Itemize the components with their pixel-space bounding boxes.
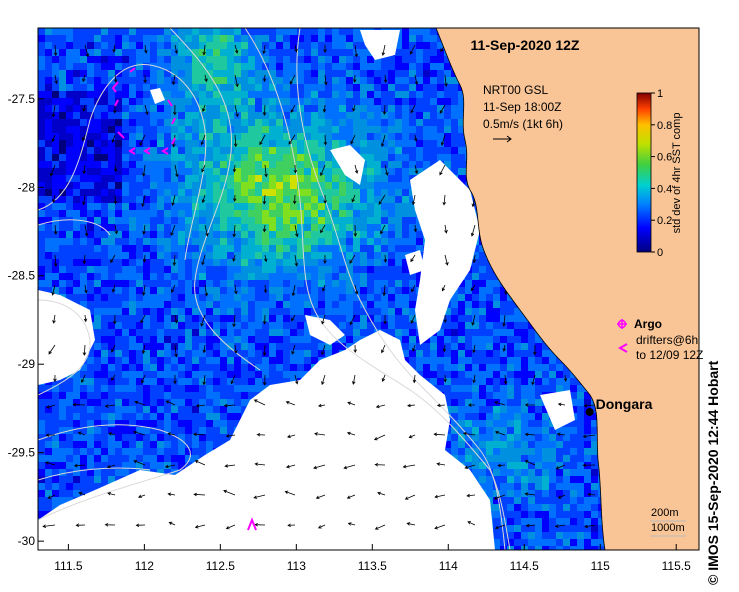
lon-tick-label: 115 [591, 559, 610, 573]
colorbar-label: std dev of 4hr SST comp [671, 113, 683, 234]
drifter-tracks [111, 67, 257, 531]
lon-tick-label: 112 [135, 559, 154, 573]
velocity-time: 11-Sep 18:00Z [483, 100, 562, 114]
velocity-scale: 0.5m/s (1kt 6h) [483, 117, 563, 131]
argo-symbol [617, 319, 627, 329]
colorbar-tick-label: 0.8 [657, 120, 672, 132]
drifters-label-line2: to 12/09 12Z [636, 348, 703, 362]
plot-frame [37, 27, 700, 551]
lon-tick-label: 113 [287, 559, 306, 573]
legend: Argo drifters@6h to 12/09 12Z [617, 317, 703, 362]
lon-tick-label: 115.5 [662, 559, 691, 573]
colorbar: 0 0.2 0.4 0.6 0.8 1 std dev of 4hr SST comp [636, 88, 683, 259]
drifters-label-line1: drifters@6h [636, 333, 698, 347]
colorbar-gradient [636, 92, 652, 253]
velocity-scale-arrow [493, 135, 512, 143]
latitude-axis: -27.5 -28 -28.5 -29 -29.5 -30 [8, 92, 44, 548]
colorbar-tick-label: 0.2 [657, 215, 672, 227]
dongara-label: Dongara [596, 396, 653, 412]
lat-tick-label: -29 [18, 357, 36, 371]
lat-tick-label: -27.5 [8, 92, 36, 106]
dongara-marker[interactable] [585, 407, 594, 416]
contour-label-1000m: 1000m [651, 522, 685, 534]
contour-legend: 200m 1000m [650, 507, 686, 537]
longitude-axis: 111.5 112 112.5 113 113.5 114 114.5 115 115.5 [54, 544, 691, 573]
colorbar-tick-label: 1 [657, 88, 663, 100]
lon-tick-label: 112.5 [206, 559, 235, 573]
lat-tick-label: -29.5 [8, 446, 36, 460]
colorbar-tick-label: 0.6 [657, 152, 672, 164]
lat-tick-label: -28 [18, 180, 36, 194]
lon-tick-label: 114.5 [510, 559, 539, 573]
lon-tick-label: 114 [439, 559, 458, 573]
bathymetry-contours [38, 28, 511, 550]
argo-label: Argo [634, 317, 662, 331]
lat-tick-label: -30 [18, 534, 36, 548]
colorbar-tick-label: 0.4 [657, 183, 672, 195]
contour-label-200m: 200m [651, 507, 679, 519]
lat-tick-label: -28.5 [8, 269, 36, 283]
lon-tick-label: 111.5 [54, 559, 83, 573]
drifter-symbol [617, 343, 628, 353]
map-title: 11-Sep-2020 12Z [471, 37, 580, 53]
imos-credit: © IMOS 15-Sep-2020 12:44 Hobart [705, 360, 721, 585]
velocity-source: NRT00 GSL [483, 83, 548, 97]
cloud-mask [38, 30, 575, 550]
lon-tick-label: 113.5 [358, 559, 387, 573]
land-mass [435, 28, 699, 550]
colorbar-tick-label: 0 [657, 247, 663, 259]
